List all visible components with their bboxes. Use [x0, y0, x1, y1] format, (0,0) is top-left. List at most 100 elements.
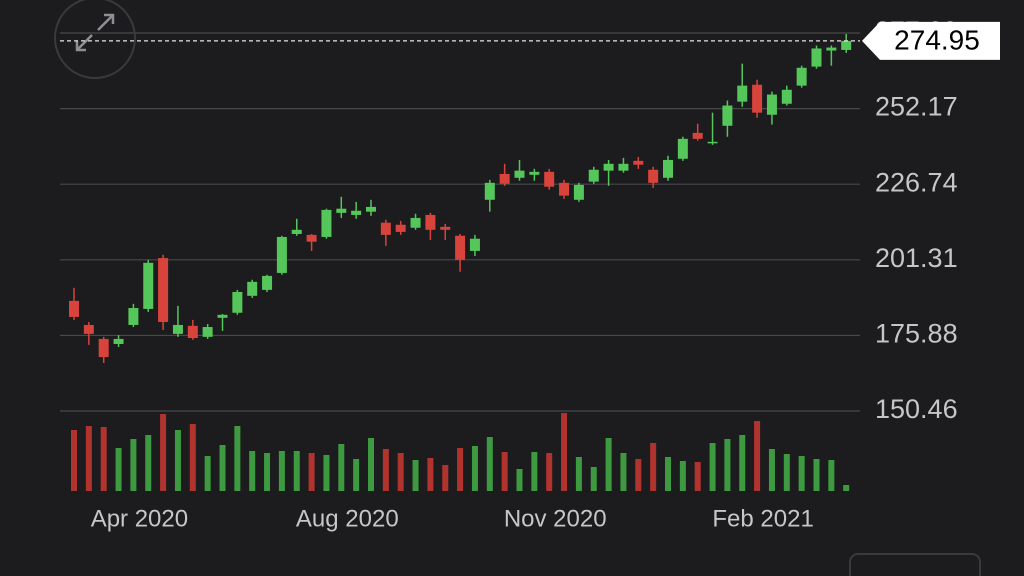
- volume-bar: [160, 414, 167, 491]
- volume-bar: [382, 449, 389, 491]
- volume-bar: [709, 443, 716, 491]
- volume-bar: [620, 453, 627, 491]
- candle-body: [514, 170, 525, 178]
- volume-bar: [813, 459, 820, 491]
- candle-body: [559, 182, 570, 196]
- expand-button[interactable]: [54, 0, 136, 79]
- volume-bar: [546, 453, 553, 491]
- x-tick-label: Aug 2020: [296, 505, 399, 532]
- candle-body: [321, 209, 332, 237]
- candle-body: [113, 338, 124, 344]
- candle-body: [603, 163, 614, 171]
- range-button[interactable]: [849, 553, 981, 576]
- volume-bar: [442, 465, 449, 491]
- y-tick-label: 226.74: [875, 167, 958, 197]
- candle-body: [440, 226, 451, 230]
- candle-body: [276, 236, 287, 273]
- candle-body: [663, 159, 673, 178]
- volume-bar: [501, 452, 508, 491]
- candle-body: [588, 169, 599, 182]
- volume-bar: [828, 460, 835, 491]
- volume-bar: [85, 426, 92, 491]
- volume-bar: [843, 485, 850, 491]
- candle-body: [737, 85, 748, 102]
- candle-body: [752, 84, 763, 113]
- volume-bar: [798, 456, 805, 491]
- candle-body: [380, 222, 391, 235]
- candle-body: [766, 94, 777, 115]
- volume-bar: [679, 461, 686, 491]
- candle-body: [692, 132, 703, 139]
- volume-bar: [427, 458, 434, 491]
- y-tick-label: 175.88: [875, 319, 958, 349]
- candle-body: [143, 262, 154, 309]
- volume-bar: [635, 459, 642, 491]
- expand-button-ring: [54, 0, 136, 79]
- volume-bar: [650, 443, 657, 491]
- candle-body: [217, 314, 228, 318]
- volume-bar: [694, 462, 701, 491]
- volume-bar: [293, 451, 300, 491]
- volume-bar: [174, 430, 181, 491]
- candle-body: [455, 235, 466, 260]
- price-tag-label: 274.95: [894, 24, 980, 55]
- volume-layer: [71, 413, 850, 491]
- volume-bar: [219, 445, 226, 491]
- volume-bar: [605, 438, 612, 491]
- candle-body: [544, 171, 555, 187]
- volume-bar: [486, 437, 493, 491]
- volume-bar: [397, 453, 404, 491]
- volume-bar: [338, 444, 345, 491]
- candle-body: [351, 210, 362, 215]
- volume-bar: [323, 455, 330, 491]
- candle-body: [128, 308, 139, 325]
- candle-body: [499, 173, 510, 184]
- candle-body: [796, 67, 807, 86]
- x-tick-label: Apr 2020: [91, 505, 188, 532]
- volume-bar: [115, 448, 122, 491]
- candle-body: [247, 281, 258, 296]
- volume-bar: [412, 460, 419, 491]
- volume-bar: [665, 457, 671, 491]
- candle-body: [202, 327, 213, 337]
- volume-bar: [204, 456, 211, 491]
- candle-body: [573, 184, 584, 200]
- y-tick-label: 201.31: [875, 243, 958, 273]
- volume-bar: [590, 467, 597, 491]
- volume-bar: [739, 435, 746, 491]
- candle-body: [722, 105, 733, 126]
- candle-body: [529, 171, 540, 175]
- y-tick-label: 150.46: [875, 394, 958, 424]
- volume-bar: [768, 449, 775, 491]
- candle-body: [484, 182, 495, 200]
- volume-bar: [368, 438, 374, 491]
- volume-bar: [531, 452, 538, 491]
- volume-bar: [575, 457, 582, 491]
- volume-bar: [189, 424, 196, 491]
- volume-bar: [457, 448, 464, 491]
- price-tag: 274.95: [60, 21, 1000, 60]
- volume-bar: [264, 453, 271, 491]
- price-tag-shape: [862, 21, 1000, 60]
- candle-body: [83, 324, 94, 334]
- candle-body: [707, 141, 718, 144]
- volume-bar: [783, 454, 790, 491]
- candle-body: [336, 208, 347, 213]
- candle-body: [172, 324, 183, 334]
- candle-body: [677, 138, 688, 159]
- candle-body: [366, 206, 376, 212]
- volume-bar: [471, 446, 478, 491]
- candle-body: [410, 217, 421, 228]
- x-tick-label: Feb 2021: [712, 505, 813, 532]
- volume-bar: [278, 451, 285, 491]
- candle-body: [425, 214, 436, 230]
- candle-body: [187, 325, 198, 339]
- volume-bar: [249, 451, 256, 491]
- candle-body: [306, 234, 317, 242]
- candle-body: [618, 163, 629, 171]
- volume-bar: [308, 453, 315, 491]
- volume-bar: [516, 469, 523, 491]
